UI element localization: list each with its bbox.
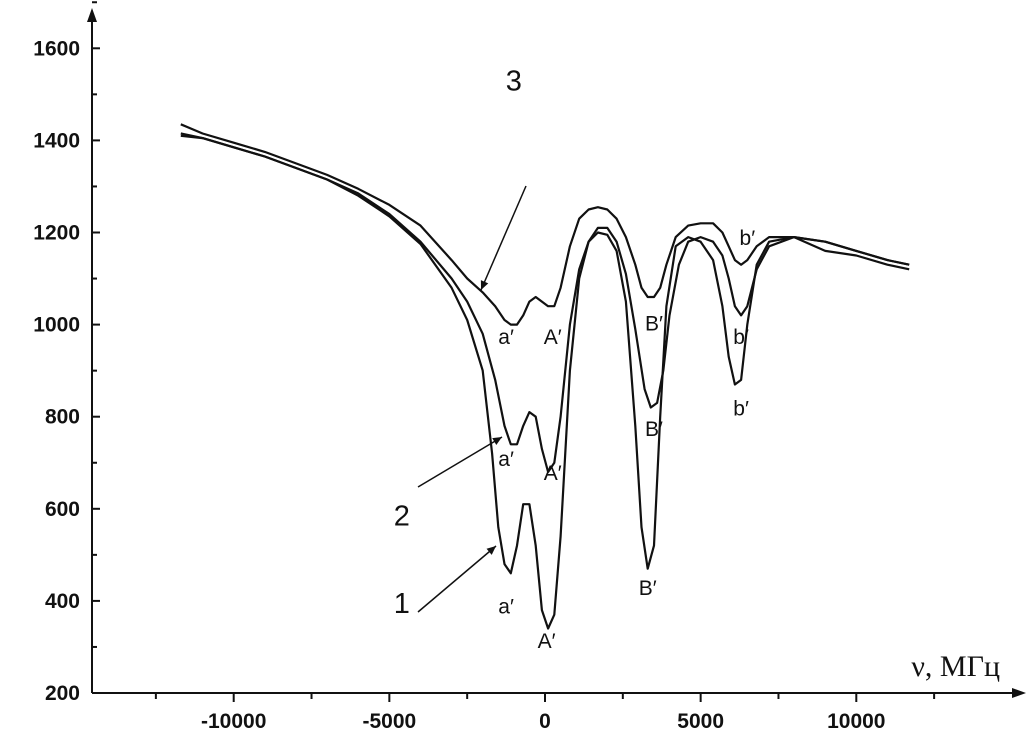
peak-label: a′: [498, 596, 514, 619]
annotations: 1 2 3 a′ A′ B′ b′ a′ A′ B′ b′ a′ A′ B′ b′: [394, 66, 755, 654]
leader-line-1: [417, 545, 497, 613]
leader-line-2: [417, 436, 503, 488]
leader-arrowhead-2: [492, 437, 502, 446]
x-tick-label: 0: [539, 710, 551, 733]
curve-label-1: 1: [394, 588, 410, 620]
y-axis-arrow: [87, 8, 97, 22]
series-line-2: [180, 132, 910, 474]
peak-label: B′: [639, 577, 657, 600]
peak-label: a′: [498, 326, 514, 349]
x-tick-label: -5000: [362, 710, 416, 733]
x-tick-label: 10000: [827, 710, 885, 733]
x-tick-label: 5000: [677, 710, 724, 733]
ticks: 200 400 600 800 1000 1200 1400 1600 -10000 -5000 0…: [33, 1, 936, 733]
x-axis-title: ν, МГц: [911, 650, 1000, 683]
series-lines: [180, 123, 910, 630]
y-tick-label: 1400: [33, 129, 80, 152]
peak-label: A′: [538, 630, 556, 653]
y-tick-label: 1000: [33, 314, 80, 337]
peak-label: B′: [645, 312, 663, 335]
leader-arrowhead-3: [480, 280, 489, 290]
peak-label: b′: [733, 326, 749, 349]
y-tick-label: 1200: [33, 222, 80, 245]
leader-arrowhead-1: [486, 546, 496, 555]
x-axis-arrow: [1012, 688, 1026, 698]
peak-label: B′: [645, 418, 663, 441]
peak-label: b′: [740, 227, 756, 250]
leader-line-3: [480, 185, 527, 291]
y-tick-label: 400: [45, 590, 80, 613]
peak-label: A′: [544, 462, 562, 485]
peak-label: a′: [498, 448, 514, 471]
curve-label-3: 3: [506, 66, 522, 98]
axes: [87, 8, 1026, 698]
y-tick-label: 1600: [33, 37, 80, 60]
y-tick-label: 800: [45, 406, 80, 429]
y-tick-label: 600: [45, 498, 80, 521]
peak-label: b′: [733, 397, 749, 420]
y-tick-label: 200: [45, 682, 80, 705]
x-tick-label: -10000: [201, 710, 266, 733]
peak-label: A′: [544, 326, 562, 349]
curve-label-2: 2: [394, 501, 410, 533]
series-line-3: [180, 123, 910, 326]
series-line-1: [180, 134, 910, 630]
